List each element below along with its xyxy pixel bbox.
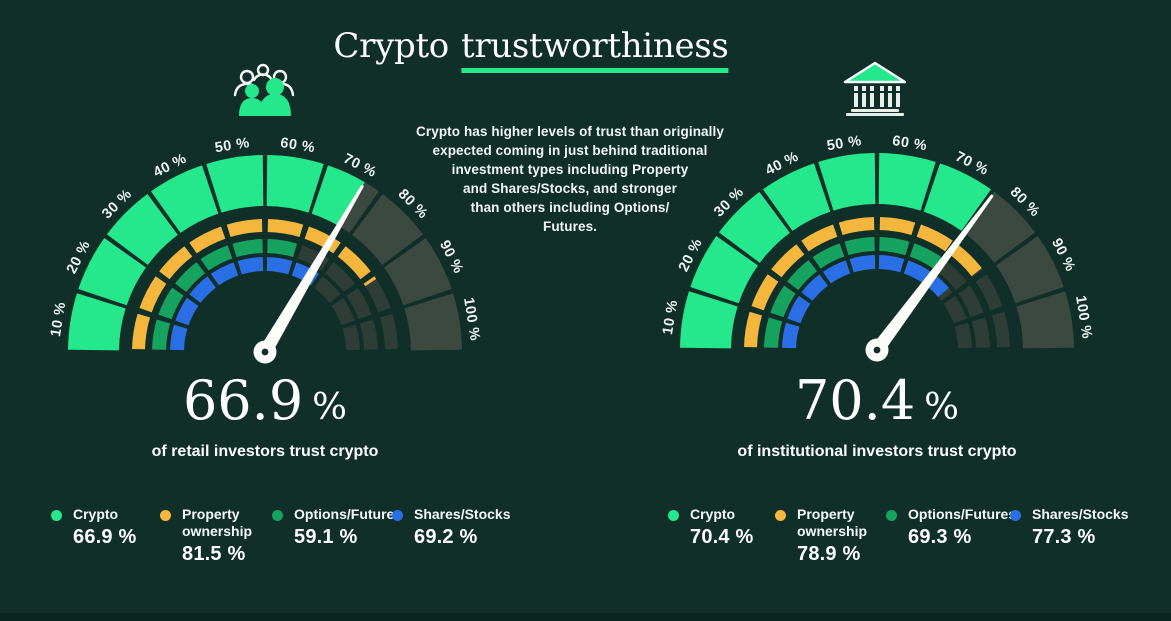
- legend-value: 69.3 %: [908, 526, 972, 548]
- legend-label: Property ownership: [182, 506, 253, 539]
- legend-retail: Crypto 66.9 % Property ownership 81.5 % …: [51, 506, 571, 586]
- title-word-trustworthiness: trustworthiness: [460, 26, 729, 73]
- svg-text:60 %: 60 %: [891, 133, 928, 154]
- legend-item-crypto: Crypto 70.4 %: [668, 506, 760, 549]
- bottom-border: [0, 613, 1171, 621]
- shares-dot-icon: [392, 510, 403, 521]
- svg-text:50 %: 50 %: [214, 135, 251, 156]
- legend-label: Crypto: [690, 506, 736, 522]
- title-word-crypto: Crypto: [333, 26, 449, 66]
- svg-text:50 %: 50 %: [826, 133, 863, 154]
- legend-label: Options/Futures: [294, 506, 403, 522]
- result-retail-caption: of retail investors trust crypto: [151, 443, 379, 460]
- svg-text:10 %: 10 %: [660, 299, 681, 336]
- legend-label: Shares/Stocks: [1032, 506, 1129, 522]
- legend-label: Property ownership: [797, 506, 868, 539]
- property-dot-icon: [775, 510, 786, 521]
- people-group-icon: [233, 63, 295, 116]
- property-dot-icon: [160, 510, 171, 521]
- result-retail: 66.9% of retail investors trust crypto: [55, 374, 475, 461]
- legend-item-shares: Shares/Stocks 77.3 %: [1010, 506, 1142, 549]
- legend-value: 70.4 %: [690, 526, 754, 548]
- legend-item-options: Options/Futures 69.3 %: [886, 506, 1017, 549]
- result-institutional: 70.4% of institutional investors trust c…: [667, 374, 1087, 461]
- legend-value: 81.5 %: [182, 543, 246, 565]
- options-dot-icon: [886, 510, 897, 521]
- legend-item-crypto: Crypto 66.9 %: [51, 506, 143, 549]
- legend-label: Options/Futures: [908, 506, 1017, 522]
- legend-value: 78.9 %: [797, 543, 861, 565]
- legend-item-property: Property ownership 81.5 %: [160, 506, 252, 566]
- legend-value: 77.3 %: [1032, 526, 1096, 548]
- result-institutional-value: 70.4%: [667, 374, 1087, 428]
- legend-item-options: Options/Futures 59.1 %: [272, 506, 403, 549]
- result-retail-number: 66.9: [182, 369, 304, 432]
- svg-text:100 %: 100 %: [1072, 294, 1095, 340]
- svg-text:60 %: 60 %: [279, 135, 316, 156]
- gauge-chart-institutional: 10 %20 %30 %40 %50 % 60 %70 %80 %90 %100 …: [660, 133, 1095, 362]
- legend-value: 66.9 %: [73, 526, 137, 548]
- crypto-dot-icon: [51, 510, 62, 521]
- legend-value: 59.1 %: [294, 526, 358, 548]
- legend-item-shares: Shares/Stocks 69.2 %: [392, 506, 524, 549]
- result-institutional-number: 70.4: [794, 369, 916, 432]
- result-institutional-caption: of institutional investors trust crypto: [737, 443, 1017, 460]
- legend-institutional: Crypto 70.4 % Property ownership 78.9 % …: [668, 506, 1171, 586]
- legend-value: 69.2 %: [414, 526, 478, 548]
- crypto-dot-icon: [668, 510, 679, 521]
- result-institutional-unit: %: [924, 385, 960, 428]
- result-retail-value: 66.9%: [55, 374, 475, 428]
- options-dot-icon: [272, 510, 283, 521]
- svg-text:10 %: 10 %: [48, 301, 69, 338]
- legend-item-property: Property ownership 78.9 %: [775, 506, 867, 566]
- gauge-chart-retail: 10 %20 %30 %40 %50 % 60 %70 %80 %90 %100 …: [48, 135, 483, 364]
- svg-text:100 %: 100 %: [460, 296, 483, 342]
- result-retail-unit: %: [312, 385, 348, 428]
- legend-label: Crypto: [73, 506, 119, 522]
- bank-institution-icon: [843, 61, 907, 116]
- description-text: Crypto has higher levels of trust than o…: [416, 124, 724, 234]
- legend-label: Shares/Stocks: [414, 506, 511, 522]
- page-title: Crypto trustworthiness: [333, 26, 729, 73]
- shares-dot-icon: [1010, 510, 1021, 521]
